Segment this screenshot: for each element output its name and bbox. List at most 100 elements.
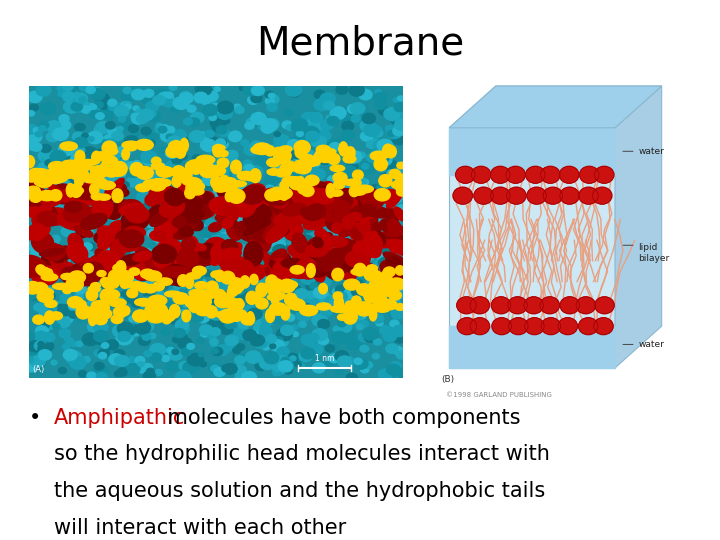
Circle shape [328,117,339,126]
Ellipse shape [161,310,172,324]
Circle shape [280,202,289,210]
Circle shape [234,327,250,339]
Circle shape [63,101,79,113]
Ellipse shape [299,153,307,160]
Circle shape [216,280,230,292]
Ellipse shape [338,214,359,237]
Circle shape [243,160,252,167]
Circle shape [222,327,229,333]
Circle shape [166,362,178,372]
Circle shape [103,100,110,106]
Circle shape [58,120,71,130]
Circle shape [313,242,328,254]
Circle shape [165,222,172,228]
Ellipse shape [66,184,75,197]
Circle shape [386,125,394,132]
Circle shape [209,308,225,320]
Ellipse shape [41,274,58,281]
Circle shape [156,209,166,217]
Circle shape [73,281,81,287]
Circle shape [289,183,300,191]
Circle shape [391,251,402,260]
Circle shape [227,150,238,159]
Ellipse shape [148,312,165,323]
Ellipse shape [457,318,477,335]
Circle shape [30,251,43,261]
Circle shape [320,307,333,316]
Ellipse shape [94,232,110,244]
Circle shape [312,229,328,241]
Circle shape [219,277,227,283]
Circle shape [336,178,348,188]
Ellipse shape [276,168,287,177]
Circle shape [291,84,297,89]
Ellipse shape [344,179,361,186]
Ellipse shape [246,174,256,181]
Circle shape [212,240,217,245]
Circle shape [354,302,366,312]
Ellipse shape [304,244,323,257]
Circle shape [392,134,406,145]
Circle shape [300,353,310,361]
Ellipse shape [274,293,285,299]
Circle shape [127,233,133,238]
Circle shape [81,106,91,113]
Circle shape [284,367,292,374]
Circle shape [109,215,118,221]
Ellipse shape [150,211,169,226]
Ellipse shape [192,253,207,277]
Ellipse shape [179,226,193,237]
Circle shape [153,168,168,179]
Circle shape [251,94,262,103]
Circle shape [102,252,110,258]
Ellipse shape [61,273,73,280]
Ellipse shape [253,211,277,232]
Circle shape [24,362,37,372]
Circle shape [395,333,405,341]
Circle shape [51,244,62,252]
Circle shape [132,131,139,137]
Circle shape [120,367,127,372]
Circle shape [85,210,95,218]
Text: water: water [639,340,665,349]
Ellipse shape [295,162,311,174]
Circle shape [398,328,406,334]
Ellipse shape [89,312,96,326]
Circle shape [104,285,112,291]
Ellipse shape [274,150,287,164]
Circle shape [313,287,328,298]
Circle shape [275,356,287,365]
Ellipse shape [97,226,113,251]
Ellipse shape [299,242,325,250]
Circle shape [182,314,189,319]
Circle shape [203,89,214,97]
Text: the aqueous solution and the hydrophobic tails: the aqueous solution and the hydrophobic… [54,481,545,501]
Ellipse shape [32,266,58,285]
Ellipse shape [269,303,287,315]
Ellipse shape [246,204,263,217]
Ellipse shape [321,266,336,279]
Circle shape [291,325,298,330]
Ellipse shape [199,295,208,310]
Ellipse shape [123,277,131,288]
Ellipse shape [93,300,109,314]
Circle shape [273,364,282,372]
Ellipse shape [115,230,136,245]
Ellipse shape [386,255,410,274]
Ellipse shape [106,270,120,277]
Ellipse shape [320,189,341,206]
Circle shape [278,157,286,164]
Ellipse shape [303,213,332,230]
Circle shape [181,348,192,356]
Ellipse shape [122,216,139,239]
Ellipse shape [274,211,305,228]
Ellipse shape [42,247,67,273]
Circle shape [351,115,360,122]
Ellipse shape [97,226,113,239]
Circle shape [328,354,340,363]
Circle shape [320,93,336,105]
Ellipse shape [225,191,233,201]
Circle shape [96,254,107,263]
Circle shape [268,251,282,261]
Circle shape [215,279,230,290]
